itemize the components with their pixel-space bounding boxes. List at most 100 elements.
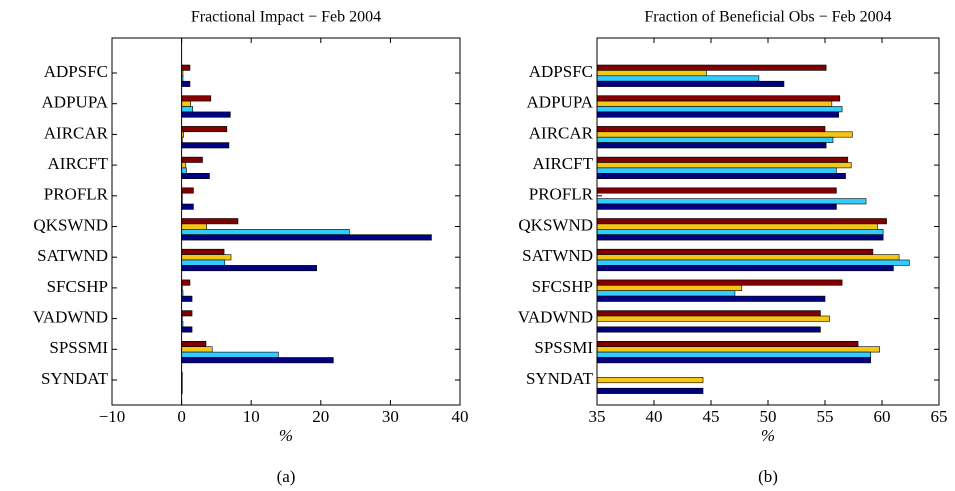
bar	[596, 75, 760, 82]
bar	[181, 357, 334, 364]
bar	[181, 340, 207, 347]
bar	[596, 248, 874, 255]
x-tick-label: 10	[243, 407, 260, 426]
x-axis-label: %	[279, 426, 293, 445]
x-tick-label: 40	[452, 407, 469, 426]
bar	[596, 106, 843, 113]
bar	[181, 218, 239, 225]
y-tick-label: QKSWND	[518, 215, 593, 234]
bar	[596, 167, 837, 174]
bar	[596, 377, 704, 384]
bar	[181, 229, 350, 236]
y-tick-label: ADPSFC	[529, 62, 593, 81]
bar	[596, 254, 900, 261]
bar	[596, 70, 707, 77]
bar	[596, 142, 827, 149]
bar	[181, 351, 279, 358]
bar	[596, 265, 894, 272]
y-tick-label: SPSSMI	[49, 338, 108, 357]
x-tick-label: 30	[382, 407, 399, 426]
bar	[596, 223, 878, 230]
y-tick-label: AIRCAR	[529, 123, 594, 142]
bar	[596, 284, 743, 291]
x-tick-label: 35	[589, 407, 606, 426]
bar	[181, 259, 226, 266]
x-tick-label: 60	[874, 407, 891, 426]
bar	[596, 357, 871, 364]
caption: (a)	[277, 467, 296, 486]
bar	[596, 315, 830, 322]
bar	[181, 234, 432, 241]
x-tick-label: 40	[646, 407, 663, 426]
bar	[181, 167, 187, 174]
bar	[596, 295, 826, 302]
x-tick-label: 50	[760, 407, 777, 426]
bar	[596, 187, 837, 194]
bar	[596, 173, 846, 180]
bar	[596, 290, 736, 297]
x-tick-label: −10	[99, 407, 126, 426]
x-tick-label: 20	[312, 407, 329, 426]
plot-frame	[596, 37, 940, 406]
bar	[596, 387, 704, 394]
x-tick-label: 45	[703, 407, 720, 426]
chart-title: Fractional Impact − Feb 2004	[191, 9, 381, 26]
bar	[181, 279, 191, 286]
bar	[181, 100, 191, 107]
x-axis-label: %	[761, 426, 775, 445]
bar	[181, 156, 203, 163]
x-tick-label: 55	[817, 407, 834, 426]
bar	[181, 203, 194, 210]
bar	[181, 265, 317, 272]
y-tick-label: ADPSFC	[44, 62, 108, 81]
bar	[181, 173, 210, 180]
caption: (b)	[758, 467, 778, 486]
y-tick-label: SFCSHP	[532, 277, 593, 296]
bar	[596, 218, 887, 225]
y-tick-label: PROFLR	[44, 185, 109, 204]
bar	[181, 95, 212, 102]
bar	[596, 156, 849, 163]
y-tick-label: VADWND	[33, 308, 108, 327]
bar	[181, 254, 232, 261]
bar	[596, 203, 837, 210]
bar	[181, 126, 228, 133]
y-tick-label: PROFLR	[529, 185, 594, 204]
y-tick-label: AIRCFT	[533, 154, 594, 173]
bar	[181, 223, 207, 230]
y-tick-label: SATWND	[522, 246, 593, 265]
bar	[596, 100, 833, 107]
y-tick-label: SFCSHP	[47, 277, 108, 296]
y-tick-label: QKSWND	[33, 215, 108, 234]
y-tick-label: ADPUPA	[527, 93, 594, 112]
bar	[596, 346, 881, 353]
y-tick-label: SPSSMI	[534, 338, 593, 357]
bar	[181, 187, 194, 194]
bar	[181, 326, 193, 333]
bar	[181, 346, 213, 353]
bar	[181, 248, 225, 255]
chart-title: Fraction of Beneficial Obs − Feb 2004	[644, 9, 891, 26]
y-tick-label: AIRCFT	[48, 154, 109, 173]
bar	[596, 310, 821, 317]
bar	[181, 295, 193, 302]
bar	[181, 310, 193, 317]
bar	[181, 111, 231, 118]
bar	[181, 162, 187, 169]
bar	[181, 106, 194, 113]
y-tick-label: ADPUPA	[42, 93, 109, 112]
x-tick-label: 0	[177, 407, 186, 426]
y-tick-label: VADWND	[518, 308, 593, 327]
plot-frame	[111, 37, 461, 406]
y-tick-label: SYNDAT	[526, 369, 594, 388]
bar	[596, 126, 826, 133]
bar	[181, 80, 191, 87]
bar	[181, 64, 191, 71]
bar	[181, 142, 230, 149]
bar	[596, 64, 827, 71]
bar	[596, 259, 910, 266]
bar	[596, 198, 867, 205]
bar	[596, 111, 839, 118]
bar	[596, 95, 841, 102]
